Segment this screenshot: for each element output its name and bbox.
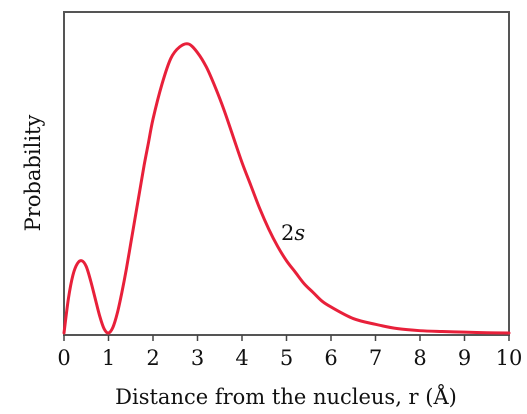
x-tick-label-1: 1 xyxy=(102,346,115,370)
x-tick-label-7: 7 xyxy=(369,346,382,370)
series-line-2s xyxy=(62,42,511,335)
x-tick-label-3: 3 xyxy=(191,346,204,370)
x-tick-label-8: 8 xyxy=(413,346,426,370)
plot-frame xyxy=(63,11,510,336)
x-tick-label-5: 5 xyxy=(280,346,293,370)
x-axis-ticks xyxy=(63,335,510,341)
x-tick-label-6: 6 xyxy=(324,346,337,370)
x-tick-label-0: 0 xyxy=(57,346,70,370)
x-tick-label-9: 9 xyxy=(458,346,471,370)
y-axis-label: Probability xyxy=(21,115,45,232)
x-tick-label-10: 10 xyxy=(496,346,523,370)
x-tick-label-2: 2 xyxy=(146,346,159,370)
x-axis-label: Distance from the nucleus, r (Å) xyxy=(115,384,457,409)
x-axis-tick-labels: 0 1 2 3 4 5 6 7 8 9 10 xyxy=(57,346,522,370)
x-tick-label-4: 4 xyxy=(235,346,248,370)
series-label-2s: 2s xyxy=(281,221,305,245)
